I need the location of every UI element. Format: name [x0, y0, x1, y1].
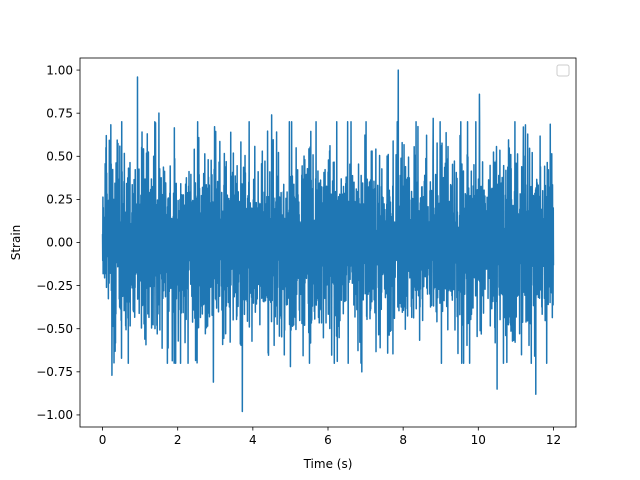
x-axis-label: Time (s): [303, 457, 353, 471]
x-tick-label: 2: [174, 433, 182, 447]
x-tick-label: 6: [324, 433, 332, 447]
y-tick-label: −0.75: [36, 365, 73, 379]
y-axis: −1.00 −0.75 −0.50 −0.25 0.00 0.25 0.50 0.75 1.00: [36, 63, 80, 422]
y-tick-label: −0.25: [36, 279, 73, 293]
y-tick-label: 0.50: [46, 149, 73, 163]
y-tick-label: −1.00: [36, 408, 73, 422]
x-tick-label: 10: [471, 433, 486, 447]
x-tick-label: 4: [249, 433, 257, 447]
y-tick-label: 1.00: [46, 63, 73, 77]
y-tick-label: −0.50: [36, 322, 73, 336]
y-axis-label: Strain: [9, 225, 23, 261]
x-tick-label: 8: [399, 433, 407, 447]
legend-box: [556, 64, 570, 77]
x-axis: 0 2 4 6 8 10 12: [99, 427, 561, 447]
y-tick-label: 0.75: [46, 106, 73, 120]
x-tick-label: 0: [99, 433, 107, 447]
series-layer: [101, 69, 555, 413]
x-tick-label: 12: [546, 433, 561, 447]
y-tick-label: 0.25: [46, 193, 73, 207]
strain-series-line: [101, 69, 555, 413]
y-tick-label: 0.00: [46, 236, 73, 250]
